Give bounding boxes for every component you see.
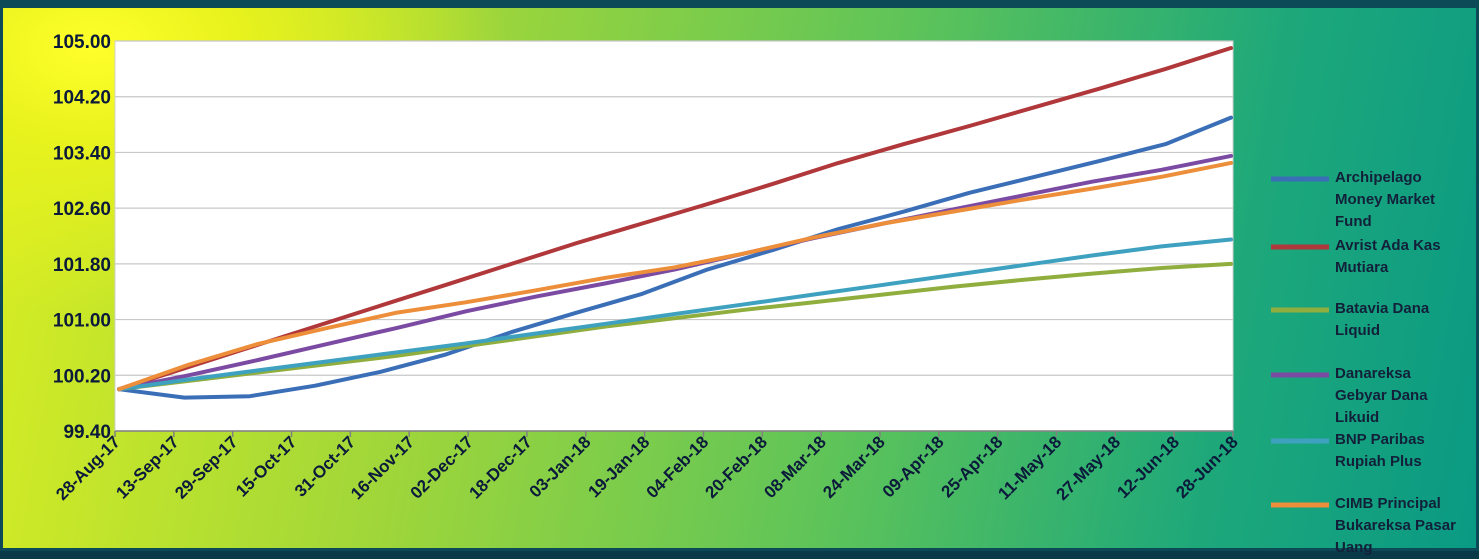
legend-label: Rupiah Plus bbox=[1335, 453, 1422, 470]
x-tick-label: 15-Oct-17 bbox=[232, 432, 300, 500]
legend-item-4: BNP Paribas Rupiah Plus bbox=[1271, 431, 1425, 470]
x-axis: 28-Aug-1713-Sep-1729-Sep-1715-Oct-1731-O… bbox=[52, 430, 1242, 504]
legend-label: Likuid bbox=[1335, 409, 1379, 426]
series-line-0 bbox=[117, 115, 1233, 400]
legend-label: Mutiara bbox=[1335, 259, 1389, 276]
y-tick-label: 101.80 bbox=[53, 255, 111, 276]
x-tick-label: 24-Mar-18 bbox=[819, 432, 889, 502]
x-tick-label: 27-May-18 bbox=[1053, 432, 1125, 504]
legend-label: Archipelago bbox=[1335, 169, 1422, 186]
y-tick-label: 105.00 bbox=[53, 32, 111, 53]
series-line-5 bbox=[117, 160, 1233, 392]
y-tick-label: 102.60 bbox=[53, 199, 111, 220]
series-line-3 bbox=[117, 153, 1233, 392]
line-chart: 99.40 100.20 101.00 101.80 102.60 103.40 104.2… bbox=[52, 32, 1456, 556]
legend: Archipelago Money Market Fund Avrist Ada Ka… bbox=[1271, 169, 1456, 556]
x-tick-label: 18-Dec-17 bbox=[465, 432, 535, 502]
y-tick-label: 100.20 bbox=[53, 366, 111, 387]
legend-label: CIMB Principal bbox=[1335, 495, 1441, 512]
legend-label: Bukareksa Pasar bbox=[1335, 517, 1456, 534]
x-tick-label: 02-Dec-17 bbox=[407, 432, 477, 502]
legend-item-2: Batavia Dana Liquid bbox=[1271, 300, 1430, 339]
x-tick-label: 19-Jan-18 bbox=[585, 432, 654, 501]
x-tick-label: 03-Jan-18 bbox=[526, 432, 595, 501]
legend-label: Liquid bbox=[1335, 322, 1380, 339]
y-tick-label: 103.40 bbox=[53, 143, 111, 164]
legend-item-0: Archipelago Money Market Fund bbox=[1271, 169, 1435, 230]
x-tick-label: 09-Apr-18 bbox=[879, 432, 948, 501]
legend-label: Money Market bbox=[1335, 191, 1435, 208]
legend-label: Batavia Dana bbox=[1335, 300, 1430, 317]
y-tick-label: 99.40 bbox=[63, 422, 111, 443]
x-tick-label: 13-Sep-17 bbox=[112, 432, 182, 502]
legend-label: Danareksa bbox=[1335, 365, 1412, 382]
x-tick-label: 12-Jun-18 bbox=[1113, 432, 1183, 502]
series-line-4 bbox=[117, 237, 1233, 392]
y-tick-label: 101.00 bbox=[53, 311, 111, 332]
series-lines bbox=[117, 46, 1233, 400]
legend-item-3: Danareksa Gebyar Dana Likuid bbox=[1271, 365, 1428, 426]
x-tick-label: 28-Jun-18 bbox=[1172, 432, 1242, 502]
y-tick-label: 104.20 bbox=[53, 88, 111, 109]
legend-label: Avrist Ada Kas bbox=[1335, 237, 1441, 254]
y-axis: 99.40 100.20 101.00 101.80 102.60 103.40 104.2… bbox=[53, 32, 111, 443]
legend-label: Gebyar Dana bbox=[1335, 387, 1428, 404]
legend-item-1: Avrist Ada Kas Mutiara bbox=[1271, 237, 1441, 276]
legend-label: BNP Paribas bbox=[1335, 431, 1425, 448]
legend-item-5: CIMB Principal Bukareksa Pasar Uang bbox=[1271, 495, 1456, 556]
series-line-1 bbox=[117, 46, 1233, 392]
x-tick-label: 08-Mar-18 bbox=[760, 432, 830, 502]
x-tick-label: 16-Nov-17 bbox=[347, 432, 418, 503]
x-tick-label: 20-Feb-18 bbox=[702, 432, 772, 502]
legend-label: Uang bbox=[1335, 539, 1373, 556]
x-tick-label: 04-Feb-18 bbox=[643, 432, 713, 502]
series-line-2 bbox=[117, 261, 1233, 392]
x-tick-label: 29-Sep-17 bbox=[171, 432, 241, 502]
legend-label: Fund bbox=[1335, 213, 1372, 230]
x-tick-label: 28-Aug-17 bbox=[52, 432, 124, 504]
